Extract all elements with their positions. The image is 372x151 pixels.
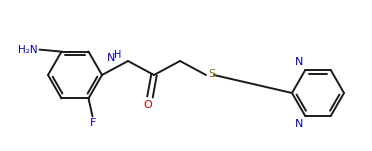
Text: N: N <box>295 119 303 129</box>
Text: H₂N: H₂N <box>18 45 38 55</box>
Text: H: H <box>114 50 122 60</box>
Text: O: O <box>144 100 153 110</box>
Text: N: N <box>107 53 115 63</box>
Text: F: F <box>90 118 97 128</box>
Text: S: S <box>208 69 215 79</box>
Text: N: N <box>295 58 303 67</box>
